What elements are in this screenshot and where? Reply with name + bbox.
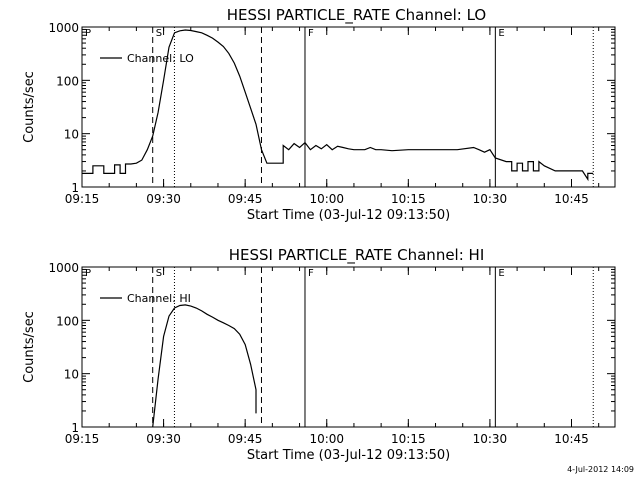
y-tick-label: 1000 — [48, 261, 79, 275]
x-tick-label: 10:45 — [554, 192, 589, 206]
series-line — [152, 304, 257, 428]
y-tick-label: 10 — [64, 368, 79, 382]
y-axis-label: Counts/sec — [22, 71, 37, 143]
x-tick-label: 10:45 — [554, 432, 589, 446]
chart-title: HESSI PARTICLE_RATE Channel: HI — [229, 246, 485, 265]
plot-timestamp: 4-Jul-2012 14:09 — [567, 465, 634, 474]
y-axis-label: Counts/sec — [22, 311, 37, 383]
x-tick-label: 09:45 — [228, 432, 263, 446]
y-tick-label: 10 — [64, 128, 79, 142]
x-axis-label: Start Time (03-Jul-12 09:13:50) — [247, 208, 450, 223]
x-tick-label: 10:15 — [391, 192, 426, 206]
x-axis-label: Start Time (03-Jul-12 09:13:50) — [247, 448, 450, 463]
y-tick-label: 1 — [71, 421, 79, 435]
series-line — [82, 29, 594, 182]
plot-frame — [81, 26, 616, 188]
marker-label: F — [308, 268, 314, 279]
x-tick-label: 10:00 — [309, 432, 344, 446]
legend-label: Channel: HI — [127, 292, 191, 305]
chart-panel-2: HESSI PARTICLE_RATE Channel: HI P S F E 09:15… — [22, 246, 616, 463]
x-tick-label: 10:30 — [473, 432, 508, 446]
chart-title: HESSI PARTICLE_RATE Channel: LO — [227, 6, 486, 25]
marker-label: S — [156, 28, 162, 39]
chart-panel-1: HESSI PARTICLE_RATE Channel: LO P S F E 09:15… — [22, 6, 616, 223]
marker-label: P — [85, 28, 91, 39]
x-tick-label: 10:00 — [309, 192, 344, 206]
y-tick-label: 1000 — [48, 21, 79, 35]
x-tick-label: 09:30 — [146, 192, 181, 206]
marker-label: S — [156, 268, 162, 279]
legend-label: Channel: LO — [127, 52, 194, 65]
y-tick-label: 100 — [56, 314, 79, 328]
x-tick-label: 09:15 — [65, 432, 100, 446]
y-tick-label: 100 — [56, 74, 79, 88]
x-tick-label: 10:30 — [473, 192, 508, 206]
marker-label: E — [498, 28, 504, 39]
x-tick-label: 09:45 — [228, 192, 263, 206]
plot-frame — [81, 266, 616, 428]
marker-label: F — [308, 28, 314, 39]
x-tick-label: 09:30 — [146, 432, 181, 446]
marker-label: P — [85, 268, 91, 279]
marker-label: E — [498, 268, 504, 279]
y-tick-label: 1 — [71, 181, 79, 195]
x-tick-label: 10:15 — [391, 432, 426, 446]
x-tick-label: 09:15 — [65, 192, 100, 206]
